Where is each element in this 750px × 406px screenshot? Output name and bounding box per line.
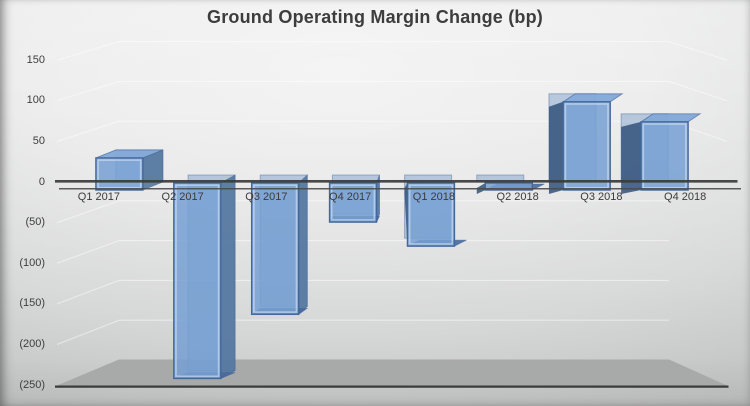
gridline xyxy=(56,319,120,346)
bar-q4-2018[interactable] xyxy=(620,113,702,194)
bar-q2-2017[interactable] xyxy=(173,174,236,380)
y-axis-tick-label: 0 xyxy=(38,175,45,188)
bar-side-face xyxy=(404,183,408,247)
bar-front-face xyxy=(173,182,222,380)
y-axis-tick-label: 150 xyxy=(26,53,45,66)
gridline xyxy=(56,41,120,61)
gridline xyxy=(668,80,728,102)
bar-q1-2017[interactable] xyxy=(95,149,164,191)
x-axis-category-label: Q4 2018 xyxy=(664,191,707,203)
bar-front-highlight xyxy=(253,184,298,313)
y-axis-tick-label: 100 xyxy=(26,94,45,107)
y-axis-tick-label: (250) xyxy=(19,378,45,391)
bar-q3-2017[interactable] xyxy=(250,174,309,316)
bar-front-face xyxy=(640,121,689,191)
x-axis-category-label: Q1 2017 xyxy=(77,191,120,203)
y-axis-tick-label: (150) xyxy=(19,297,45,310)
bar-front-highlight xyxy=(175,184,220,378)
gridline xyxy=(56,279,120,305)
bar-front-highlight xyxy=(330,184,376,221)
x-axis-category-label: Q2 2018 xyxy=(496,191,539,203)
y-axis-tick-label: (50) xyxy=(25,216,45,229)
bar-front-face xyxy=(406,182,456,247)
bar-side-face xyxy=(621,121,642,194)
gridline xyxy=(56,120,120,142)
gridline xyxy=(56,80,120,102)
gridline xyxy=(668,41,728,61)
bar-front-face xyxy=(484,182,534,191)
bar-q1-2018[interactable] xyxy=(404,174,467,247)
bar-side-face xyxy=(548,101,564,194)
bar-front-face xyxy=(562,101,611,191)
x-axis-category-label: Q3 2017 xyxy=(245,191,288,203)
y-axis-tick-label: 50 xyxy=(32,134,45,147)
x-axis-category-label: Q4 2017 xyxy=(329,191,372,203)
bar-front-face xyxy=(250,182,300,316)
bar-q3-2018[interactable] xyxy=(548,93,624,194)
chart-title: Ground Operating Margin Change (bp) xyxy=(207,7,543,27)
bar-front-highlight xyxy=(642,123,687,189)
chart-floor xyxy=(57,359,727,386)
gridline xyxy=(56,200,120,224)
gridline xyxy=(56,240,120,264)
y-axis-tick-label: (100) xyxy=(19,256,45,269)
bar-front-highlight xyxy=(97,159,142,189)
y-axis-tick-label: (200) xyxy=(19,338,45,350)
bar-side-face xyxy=(220,174,236,380)
x-axis-category-label: Q1 2018 xyxy=(412,191,455,203)
x-axis-category-label: Q2 2017 xyxy=(161,191,204,203)
bar-front-highlight xyxy=(564,103,609,189)
x-axis-category-label: Q3 2018 xyxy=(580,191,623,203)
bar-front-face xyxy=(95,157,144,191)
bar-front-highlight xyxy=(408,184,454,245)
